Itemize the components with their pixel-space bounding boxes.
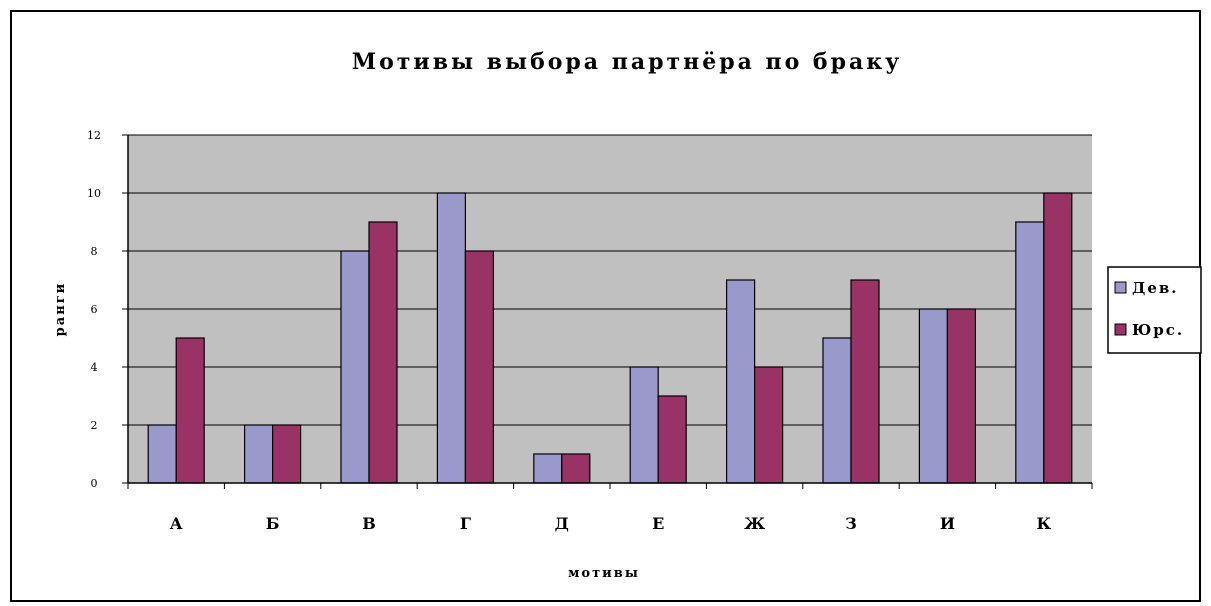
bars: [147, 192, 1073, 484]
x-tick-label: А: [170, 514, 183, 533]
bar-2-А: [175, 337, 205, 484]
x-tick-label: И: [940, 514, 955, 533]
bar-1-Б: [244, 424, 274, 484]
x-tick-label: Е: [652, 514, 664, 533]
y-tick-label: 4: [91, 361, 98, 374]
x-tick-label: Б: [266, 514, 280, 533]
chart-title: Мотивы выбора партнёра по браку: [352, 49, 902, 75]
x-tick-label: Д: [555, 514, 569, 533]
bar-1-Е: [629, 366, 659, 484]
bar-2-Д: [561, 453, 591, 484]
bar-1-И: [918, 308, 949, 484]
y-tick-label: 12: [87, 129, 101, 142]
x-tick-label: В: [362, 514, 376, 533]
y-tick-label: 6: [91, 303, 98, 316]
legend-label: Дев.: [1132, 279, 1179, 297]
bar-2-В: [368, 221, 398, 484]
y-tick-label: 8: [91, 245, 98, 258]
legend-label: Юрс.: [1132, 321, 1184, 339]
x-tick-label: Ж: [744, 514, 765, 533]
y-axis-label: ранги: [53, 282, 68, 337]
y-tick-label: 10: [87, 187, 101, 200]
chart-frame: Мотивы выбора партнёра по браку 0 2 4 6 8 10 1…: [10, 10, 1202, 602]
y-tick-labels: 0 2 4 6 8 10 12: [87, 129, 101, 490]
x-tick-label: К: [1037, 514, 1052, 533]
bar-1-Г: [436, 192, 466, 484]
bar-2-З: [850, 279, 880, 484]
bar-1-К: [1015, 221, 1045, 484]
y-tick-label: 2: [91, 419, 98, 432]
legend: Дев. Юрс.: [1107, 266, 1202, 354]
bar-1-Д: [533, 453, 563, 484]
bar-2-Б: [272, 424, 302, 484]
bar-1-В: [340, 250, 370, 484]
bar-2-Е: [657, 395, 687, 484]
y-tick-label: 0: [91, 477, 98, 490]
bar-2-К: [1043, 192, 1073, 484]
legend-swatch: [1114, 323, 1127, 336]
x-axis-label: мотивы: [568, 566, 640, 581]
axes: [122, 134, 1093, 489]
bar-2-И: [946, 308, 977, 484]
bar-1-А: [147, 424, 177, 484]
x-tick-label: Г: [460, 514, 471, 533]
legend-box: [1107, 266, 1202, 354]
bar-1-З: [822, 337, 852, 484]
bar-2-Ж: [753, 366, 784, 484]
bar-1-Ж: [725, 279, 756, 484]
bar-chart: Мотивы выбора партнёра по браку 0 2 4 6 8 10 1…: [53, 49, 1202, 581]
x-tick-label: З: [845, 514, 857, 533]
legend-swatch: [1114, 281, 1127, 294]
bar-2-Г: [464, 250, 494, 484]
